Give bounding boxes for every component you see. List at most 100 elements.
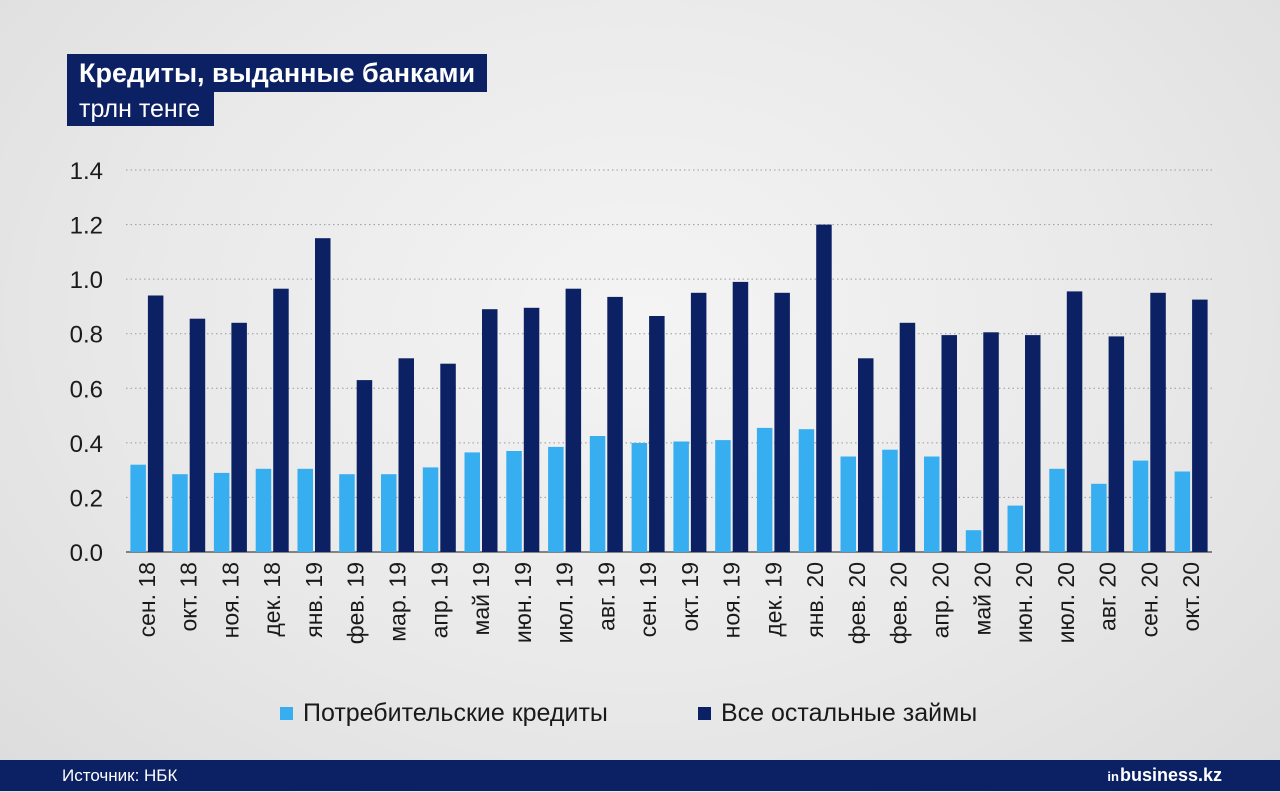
x-tick-label: фев. 19 (343, 562, 369, 644)
x-tick-label: апр. 19 (426, 562, 452, 638)
bar-other (147, 295, 164, 552)
x-tick-label: янв. 19 (301, 562, 327, 638)
y-tick-label: 1.2 (70, 213, 103, 240)
bar-consumer (715, 440, 731, 552)
bar-chart: 0.0 0.2 0.4 0.6 0.8 1.0 1.2 1.4 сен. 18 окт. 18 н… (70, 158, 1212, 644)
x-tick-label: окт. 18 (176, 562, 202, 631)
bar-consumer (756, 427, 773, 552)
bar-consumer (673, 441, 689, 552)
bar-other (356, 380, 373, 552)
bar-consumer (213, 472, 230, 552)
x-tick-label: фев. 20 (844, 562, 870, 644)
bar-consumer (381, 474, 397, 552)
bar-other (189, 318, 206, 552)
bar-other (732, 281, 749, 552)
y-tick-label: 0.4 (70, 431, 103, 458)
x-tick-label: июн. 20 (1011, 562, 1037, 643)
bar-other (649, 316, 665, 552)
chart-legend: Потребительские кредиты Все остальные за… (0, 696, 1280, 730)
x-tick-label: май 19 (468, 562, 494, 635)
legend-label-other: Все остальные займы (721, 698, 978, 727)
x-tick-label: дек. 19 (760, 562, 786, 637)
y-tick-label: 0.2 (70, 485, 103, 512)
x-tick-label: авг. 20 (1095, 562, 1121, 631)
x-tick-label: сен. 18 (134, 562, 160, 637)
bar-consumer (172, 474, 188, 552)
chart-subtitle: трлн тенге (67, 92, 215, 126)
x-tick-label: мар. 19 (385, 562, 411, 642)
bar-consumer (882, 449, 898, 552)
bar-consumer (339, 474, 355, 552)
y-tick-label: 1.0 (70, 267, 103, 294)
legend-swatch-other (698, 706, 711, 720)
legend-item-other: Все остальные займы (698, 696, 977, 730)
bar-consumer (1007, 505, 1023, 552)
bar-other (774, 292, 790, 552)
bar-consumer (840, 456, 856, 552)
bar-consumer (422, 467, 439, 552)
bar-consumer (1132, 460, 1149, 552)
bar-other (1108, 336, 1125, 552)
x-tick-label: ноя. 18 (217, 562, 243, 638)
bar-consumer (130, 464, 146, 552)
source-note: Источник: НБК (62, 766, 178, 785)
x-tick-label: сен. 19 (635, 562, 661, 637)
x-tick-label: июл. 20 (1053, 562, 1079, 643)
x-tick-label: окт. 20 (1178, 562, 1204, 631)
x-tick-label: сен. 20 (1136, 562, 1162, 637)
y-tick-label: 1.4 (70, 158, 103, 185)
footer-bar: Источник: НБК inbusiness.kz (0, 760, 1280, 791)
bar-other (983, 332, 999, 552)
x-tick-label: фев. 20 (886, 562, 912, 644)
bar-other (899, 322, 916, 552)
bar-consumer (548, 446, 564, 552)
bar-other (231, 322, 247, 552)
bar-other (482, 309, 498, 552)
bar-consumer (1091, 483, 1107, 552)
bar-other (398, 358, 414, 552)
bar-consumer (464, 452, 480, 552)
x-tick-label: дек. 18 (259, 562, 285, 637)
bar-other (690, 292, 707, 552)
bar-other (440, 363, 456, 552)
brand-prefix: in (1107, 769, 1119, 784)
y-tick-label: 0.8 (70, 322, 103, 349)
bar-other (1192, 299, 1208, 552)
brand-logo: inbusiness.kz (1107, 760, 1222, 792)
chart-title: Кредиты, выданные банками (67, 54, 488, 92)
x-tick-label: май 20 (969, 562, 995, 635)
bar-other (273, 288, 289, 552)
legend-item-consumer: Потребительские кредиты (280, 696, 608, 730)
bar-consumer (1174, 471, 1191, 552)
bar-consumer (297, 468, 313, 552)
bar-other (523, 307, 540, 552)
x-tick-label: авг. 19 (593, 562, 619, 631)
bar-other (816, 224, 832, 552)
y-tick-label: 0.6 (70, 376, 103, 403)
bar-other (1025, 335, 1041, 552)
brand-name: business.kz (1119, 765, 1222, 785)
bar-other (858, 358, 874, 552)
bar-other (607, 296, 623, 552)
bar-consumer (255, 468, 272, 552)
bar-other (315, 238, 331, 552)
bar-consumer (631, 442, 648, 552)
bar-consumer (798, 429, 815, 552)
y-tick-label: 0.0 (70, 540, 103, 567)
bar-other (565, 288, 582, 552)
bar-other (1150, 292, 1166, 552)
bar-consumer (965, 530, 982, 552)
x-tick-label: окт. 19 (677, 562, 703, 631)
bar-consumer (589, 436, 606, 552)
bar-consumer (506, 451, 522, 552)
bar-consumer (924, 456, 940, 552)
legend-label-consumer: Потребительские кредиты (303, 698, 608, 727)
x-tick-label: ноя. 19 (719, 562, 745, 638)
bar-other (1066, 291, 1083, 552)
x-tick-label: июл. 19 (552, 562, 578, 643)
legend-swatch-consumer (280, 706, 293, 720)
x-tick-label: апр. 20 (928, 562, 954, 638)
bar-consumer (1049, 468, 1065, 552)
bar-other (941, 335, 957, 552)
x-tick-label: янв. 20 (802, 562, 828, 638)
